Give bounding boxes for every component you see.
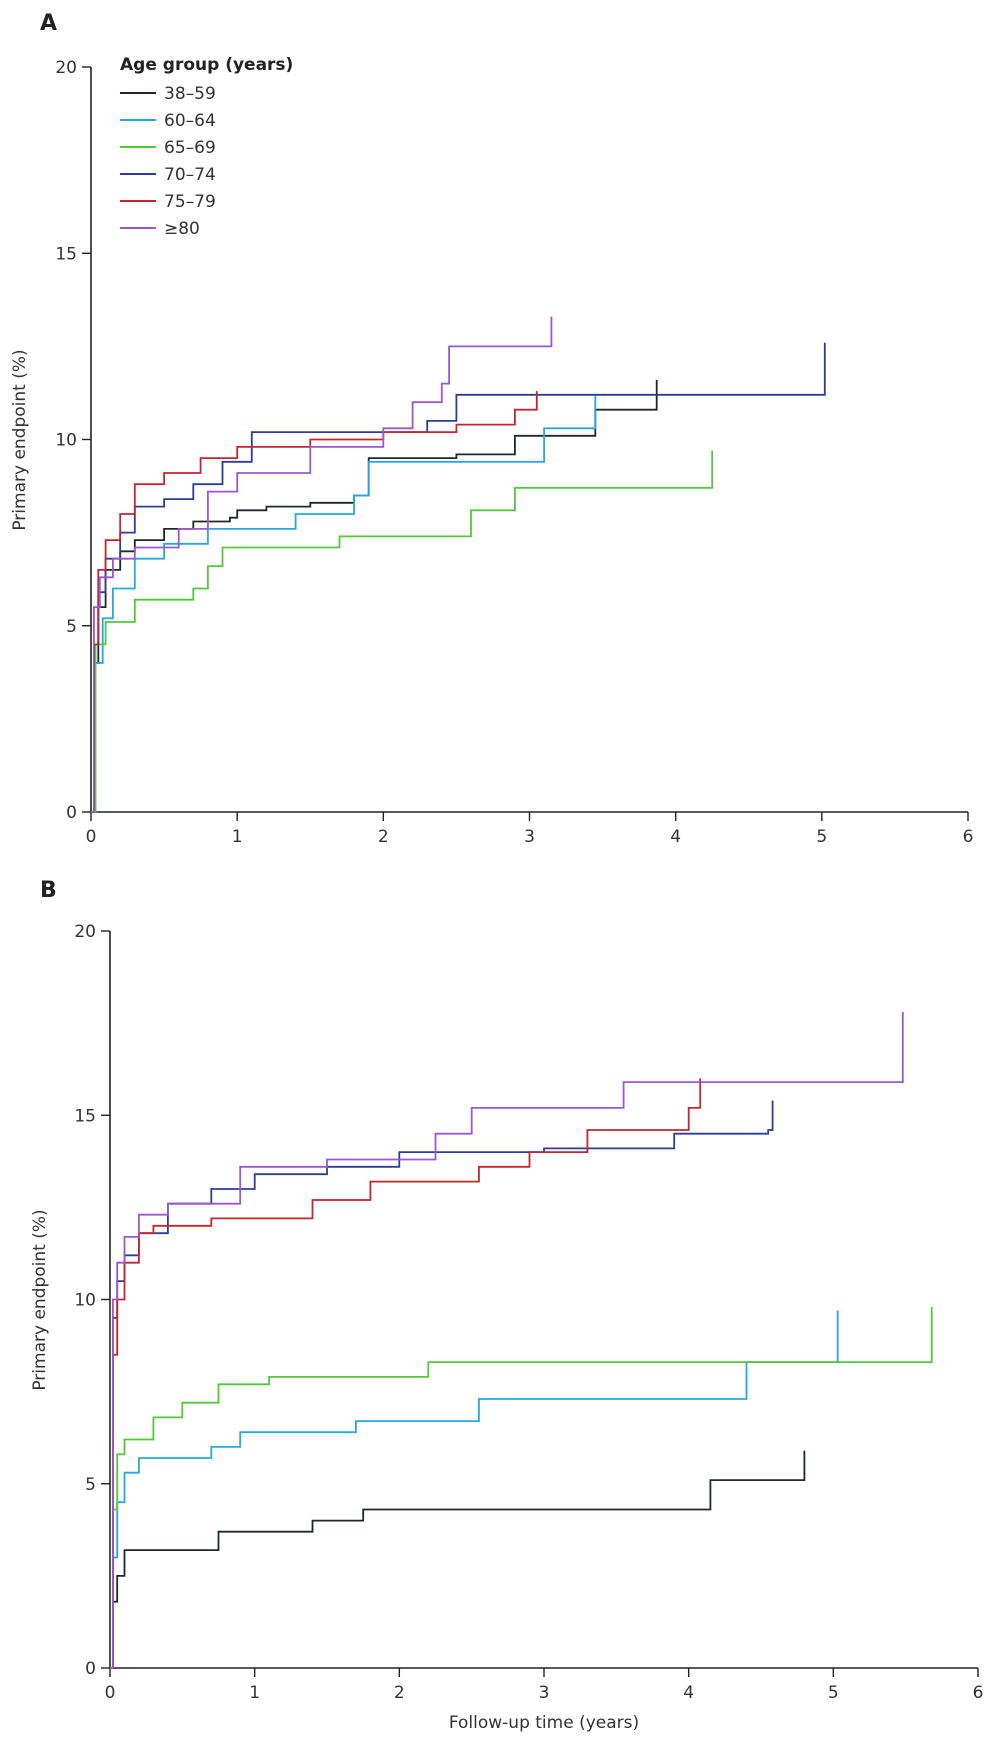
legend-entry-label: 65–69 <box>164 138 216 158</box>
x-tick-label: 4 <box>683 1683 694 1703</box>
y-tick-label: 0 <box>85 1659 96 1679</box>
chart-panel-b: B 0 5 10 15 20 0 1 2 3 4 5 6 Primary endpoint (%) Foll… <box>30 878 983 1733</box>
panel-letter-b: B <box>40 878 57 903</box>
x-axis-label: Follow-up time (years) <box>449 1713 639 1733</box>
x-tick-label: 3 <box>524 827 535 847</box>
legend: Age group (years) 38–59 60–64 65–69 70–74 75–… <box>120 55 293 239</box>
series-line-65–69 <box>110 1306 933 1669</box>
series-line-60–64 <box>110 1310 839 1669</box>
x-tick-label: 0 <box>86 827 97 847</box>
panel-letter-a: A <box>40 11 57 36</box>
series-line-≥80 <box>91 316 553 813</box>
y-tick-label: 15 <box>74 1106 96 1126</box>
x-tick-label: 5 <box>828 1683 839 1703</box>
series-line-75–79 <box>110 1078 702 1669</box>
x-tick-label: 1 <box>249 1683 260 1703</box>
x-tick-label: 1 <box>232 827 243 847</box>
series-line-60–64 <box>91 394 597 813</box>
y-tick-label: 5 <box>85 1475 96 1495</box>
y-tick-label: 20 <box>55 58 77 78</box>
y-tick-label: 15 <box>55 244 77 264</box>
legend-entry-label: 60–64 <box>164 111 216 131</box>
x-tick-label: 3 <box>539 1683 550 1703</box>
x-tick-label: 0 <box>105 1683 116 1703</box>
series-line-38–59 <box>91 379 658 813</box>
y-tick-label: 10 <box>74 1291 96 1311</box>
y-tick-label: 0 <box>66 803 77 823</box>
x-tick-label: 4 <box>670 827 681 847</box>
y-axis-label: Primary endpoint (%) <box>30 1209 50 1390</box>
series-line-≥80 <box>110 1012 904 1669</box>
chart-panel-a: A 0 5 10 15 20 0 1 2 3 4 5 6 Primary endpoint (%) Age … <box>10 11 973 847</box>
x-tick-label: 2 <box>394 1683 405 1703</box>
series-line-70–74 <box>110 1100 774 1669</box>
x-tick-label: 5 <box>816 827 827 847</box>
y-axis-label: Primary endpoint (%) <box>10 349 30 530</box>
legend-entry-label: 70–74 <box>164 165 216 185</box>
y-tick-label: 20 <box>74 922 96 942</box>
legend-entry-label: 75–79 <box>164 192 216 212</box>
y-tick-label: 10 <box>55 431 77 451</box>
series-line-38–59 <box>110 1450 806 1669</box>
series-line-70–74 <box>91 342 826 813</box>
legend-entry-label: 38–59 <box>164 84 216 104</box>
legend-entry-label: ≥80 <box>164 219 200 239</box>
series-line-65–69 <box>91 450 714 813</box>
legend-title: Age group (years) <box>120 55 293 75</box>
x-tick-label: 6 <box>973 1683 984 1703</box>
series-line-75–79 <box>91 391 538 813</box>
x-tick-label: 2 <box>378 827 389 847</box>
y-tick-label: 5 <box>66 617 77 637</box>
x-tick-label: 6 <box>963 827 974 847</box>
